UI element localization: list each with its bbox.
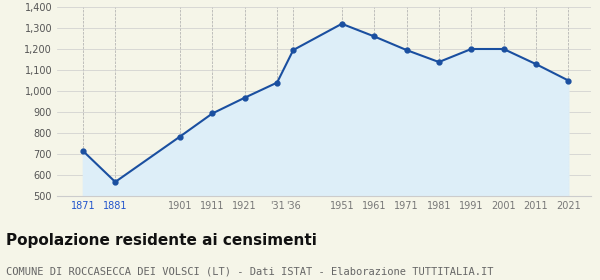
Text: COMUNE DI ROCCASECCA DEI VOLSCI (LT) - Dati ISTAT - Elaborazione TUTTITALIA.IT: COMUNE DI ROCCASECCA DEI VOLSCI (LT) - D… xyxy=(6,267,493,277)
Text: Popolazione residente ai censimenti: Popolazione residente ai censimenti xyxy=(6,233,317,248)
